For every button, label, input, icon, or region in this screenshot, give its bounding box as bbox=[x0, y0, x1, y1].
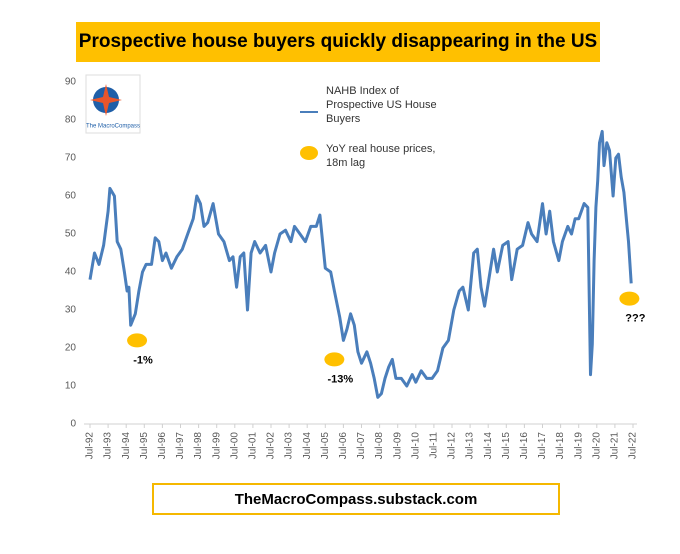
legend-label: YoY real house prices, 18m lag bbox=[326, 143, 436, 169]
x-tick-label: Jul-13 bbox=[465, 432, 476, 460]
x-tick-label: Jul-18 bbox=[555, 432, 566, 460]
x-tick-label: Jul-99 bbox=[211, 432, 222, 460]
x-tick-label: Jul-96 bbox=[157, 432, 168, 460]
legend-marker bbox=[300, 146, 318, 160]
x-tick-label: Jul-00 bbox=[229, 432, 240, 460]
x-tick-label: Jul-98 bbox=[193, 432, 204, 460]
logo: The MacroCompass bbox=[85, 74, 141, 134]
x-tick-label: Jul-17 bbox=[537, 432, 548, 460]
x-tick-label: Jul-20 bbox=[591, 432, 602, 460]
annotation-label: -13% bbox=[328, 373, 354, 385]
annotation-label: -1% bbox=[133, 354, 153, 366]
y-tick-label: 70 bbox=[65, 153, 77, 164]
x-tick-label: Jul-94 bbox=[121, 432, 132, 460]
annotation-marker bbox=[619, 291, 640, 306]
y-tick-label: 90 bbox=[65, 77, 77, 88]
y-tick-label: 80 bbox=[65, 115, 77, 126]
x-tick-label: Jul-09 bbox=[392, 432, 403, 460]
annotation-label: ??? bbox=[625, 313, 645, 325]
y-tick-label: 0 bbox=[70, 419, 76, 430]
x-tick-label: Jul-07 bbox=[356, 432, 367, 460]
chart-title: Prospective house buyers quickly disappe… bbox=[76, 22, 600, 62]
x-tick-label: Jul-12 bbox=[447, 432, 458, 460]
y-tick-label: 40 bbox=[65, 267, 77, 278]
x-tick-label: Jul-05 bbox=[320, 432, 331, 460]
x-tick-label: Jul-10 bbox=[410, 432, 421, 460]
x-tick-label: Jul-03 bbox=[284, 432, 295, 460]
x-tick-label: Jul-95 bbox=[139, 432, 150, 460]
y-tick-label: 30 bbox=[65, 305, 77, 316]
annotation-marker bbox=[127, 333, 148, 348]
x-tick-label: Jul-19 bbox=[573, 432, 584, 460]
legend-label: NAHB Index of Prospective US House Buyer… bbox=[326, 85, 437, 125]
y-tick-label: 10 bbox=[65, 381, 77, 392]
logo-text: The MacroCompass bbox=[86, 124, 140, 130]
x-tick-label: Jul-04 bbox=[302, 432, 313, 460]
x-tick-label: Jul-14 bbox=[483, 432, 494, 460]
x-tick-label: Jul-97 bbox=[175, 432, 186, 460]
x-tick-label: Jul-01 bbox=[248, 432, 259, 460]
annotation-marker bbox=[324, 352, 345, 367]
y-tick-label: 50 bbox=[65, 229, 77, 240]
x-tick-label: Jul-08 bbox=[374, 432, 385, 460]
x-tick-label: Jul-22 bbox=[628, 432, 639, 460]
x-tick-label: Jul-15 bbox=[501, 432, 512, 460]
footer: TheMacroCompass.substack.com bbox=[152, 483, 560, 515]
x-tick-label: Jul-16 bbox=[519, 432, 530, 460]
y-tick-label: 60 bbox=[65, 191, 77, 202]
x-tick-label: Jul-92 bbox=[85, 432, 96, 460]
x-tick-label: Jul-02 bbox=[266, 432, 277, 460]
x-tick-label: Jul-11 bbox=[429, 432, 440, 459]
x-tick-label: Jul-21 bbox=[610, 432, 621, 460]
x-tick-label: Jul-06 bbox=[338, 432, 349, 460]
y-tick-label: 20 bbox=[65, 343, 77, 354]
x-tick-label: Jul-93 bbox=[103, 432, 114, 460]
line-series bbox=[88, 129, 633, 399]
